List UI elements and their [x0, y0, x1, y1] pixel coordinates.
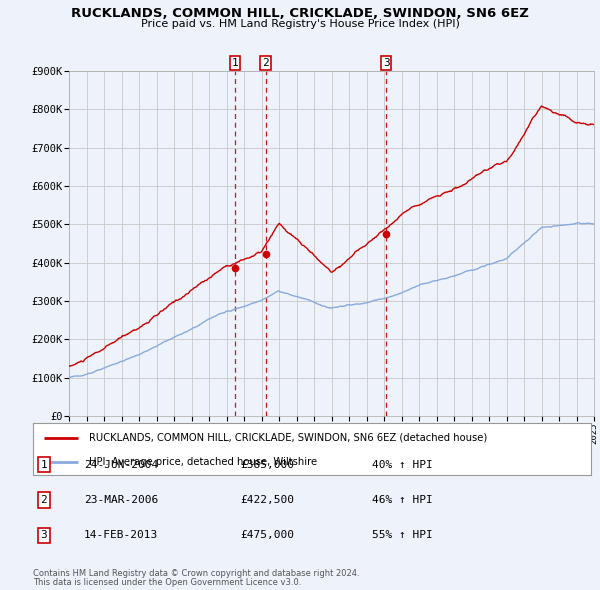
Text: 2: 2	[40, 495, 47, 505]
Text: 1: 1	[40, 460, 47, 470]
Text: 23-MAR-2006: 23-MAR-2006	[84, 495, 158, 505]
Text: £422,500: £422,500	[240, 495, 294, 505]
Text: 3: 3	[383, 58, 389, 68]
Text: 46% ↑ HPI: 46% ↑ HPI	[372, 495, 433, 505]
Text: 40% ↑ HPI: 40% ↑ HPI	[372, 460, 433, 470]
Text: £385,000: £385,000	[240, 460, 294, 470]
Text: HPI: Average price, detached house, Wiltshire: HPI: Average price, detached house, Wilt…	[89, 457, 317, 467]
Text: RUCKLANDS, COMMON HILL, CRICKLADE, SWINDON, SN6 6EZ (detached house): RUCKLANDS, COMMON HILL, CRICKLADE, SWIND…	[89, 432, 487, 442]
Text: Price paid vs. HM Land Registry's House Price Index (HPI): Price paid vs. HM Land Registry's House …	[140, 19, 460, 29]
Text: 55% ↑ HPI: 55% ↑ HPI	[372, 530, 433, 540]
Text: This data is licensed under the Open Government Licence v3.0.: This data is licensed under the Open Gov…	[33, 578, 301, 587]
Text: Contains HM Land Registry data © Crown copyright and database right 2024.: Contains HM Land Registry data © Crown c…	[33, 569, 359, 578]
Text: 1: 1	[232, 58, 238, 68]
Text: 24-JUN-2004: 24-JUN-2004	[84, 460, 158, 470]
Text: £475,000: £475,000	[240, 530, 294, 540]
Text: RUCKLANDS, COMMON HILL, CRICKLADE, SWINDON, SN6 6EZ: RUCKLANDS, COMMON HILL, CRICKLADE, SWIND…	[71, 7, 529, 20]
Text: 14-FEB-2013: 14-FEB-2013	[84, 530, 158, 540]
Text: 3: 3	[40, 530, 47, 540]
Text: 2: 2	[262, 58, 269, 68]
